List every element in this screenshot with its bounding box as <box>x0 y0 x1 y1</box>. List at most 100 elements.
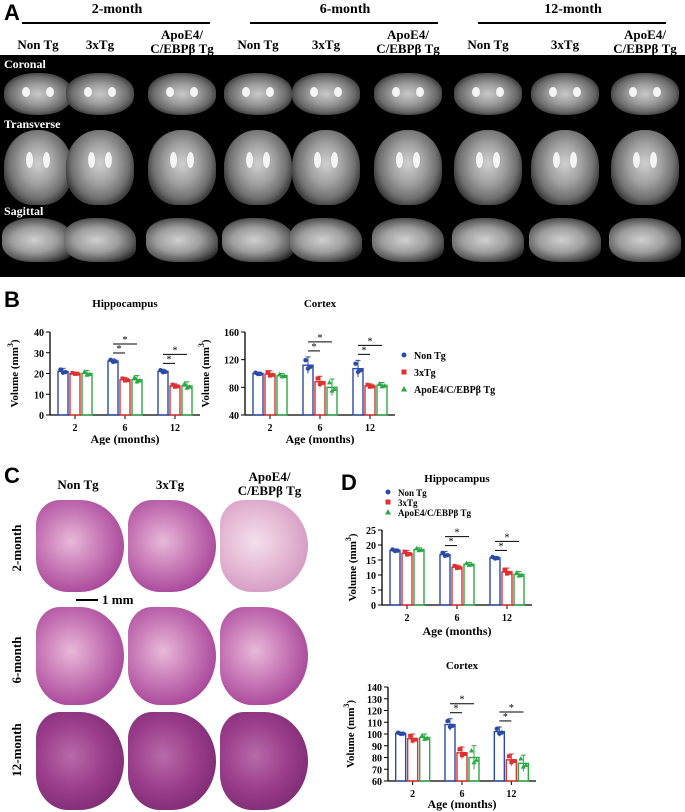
data-point <box>514 570 519 575</box>
histology-row-label: 12-month <box>9 723 24 777</box>
legend-label: 3xTg <box>398 498 418 508</box>
histology-section-image <box>220 500 308 592</box>
data-point <box>499 730 505 735</box>
y-tick-label: 130 <box>367 695 382 706</box>
panel-a-label: A <box>4 0 20 25</box>
age-header-2m: 2-month <box>91 2 143 17</box>
legend-marker <box>385 489 391 495</box>
data-point <box>400 731 406 736</box>
histology-section-image <box>128 500 216 592</box>
bar <box>501 571 513 606</box>
legend-label: ApoE4/C/EBPβ Tg <box>414 385 495 396</box>
data-point <box>413 737 418 742</box>
data-point <box>173 384 177 389</box>
data-point <box>368 384 372 389</box>
histology-row-label: 2-month <box>9 524 24 572</box>
data-point <box>518 755 524 761</box>
data-point <box>265 370 270 375</box>
ventricle-mark <box>46 87 54 97</box>
legend-marker <box>401 369 407 375</box>
bar <box>463 563 475 606</box>
mri-sagittal-image <box>64 218 136 262</box>
histology-section-image <box>36 607 124 705</box>
data-point <box>395 548 400 553</box>
mri-transverse-image <box>224 130 292 205</box>
data-point <box>365 382 370 387</box>
bar <box>376 384 388 416</box>
data-point <box>113 359 118 364</box>
significance-star: * <box>117 344 122 355</box>
y-tick-label: 70 <box>372 765 382 776</box>
ventricle-mark <box>334 87 342 97</box>
x-tick-label: 2 <box>268 423 273 434</box>
significance-star: * <box>509 703 514 714</box>
mri-transverse-image <box>4 130 72 205</box>
x-tick-label: 6 <box>460 789 465 800</box>
bar <box>69 372 81 416</box>
data-point <box>471 759 477 765</box>
mri-transverse-image <box>454 130 522 205</box>
data-point <box>405 552 409 557</box>
ventricle-mark <box>84 87 92 97</box>
mri-coronal-image <box>611 73 679 115</box>
data-point <box>277 371 282 377</box>
data-point <box>315 376 320 381</box>
ventricle-mark <box>190 87 198 97</box>
data-point <box>452 563 457 568</box>
data-point <box>457 747 462 752</box>
y-tick-label: 0 <box>39 411 44 422</box>
y-tick-label: 80 <box>372 754 382 765</box>
ventricle-mark <box>88 152 95 168</box>
bar <box>107 360 119 416</box>
data-point <box>419 732 425 738</box>
ventricle-mark <box>396 152 403 168</box>
data-point <box>424 735 430 741</box>
scale-bar-label: 1 mm <box>102 592 134 607</box>
data-point <box>303 358 308 363</box>
data-point <box>268 373 272 378</box>
data-point <box>445 553 450 558</box>
significance-star: * <box>318 333 323 344</box>
histology-section-image <box>220 712 308 810</box>
data-point <box>170 382 175 387</box>
row-label-sagittal: Sagittal <box>4 204 44 218</box>
data-point <box>402 549 407 554</box>
data-point <box>450 723 455 728</box>
data-point <box>494 726 500 732</box>
mri-sagittal-image <box>2 218 74 262</box>
age-header-6m: 6-month <box>319 2 371 17</box>
data-point <box>70 370 75 375</box>
legend-label: Non Tg <box>414 351 446 362</box>
data-point <box>382 383 387 388</box>
ventricle-mark <box>263 152 270 168</box>
mri-transverse-image <box>148 130 216 205</box>
data-point <box>318 382 322 387</box>
data-point <box>474 757 479 762</box>
mri-sagittal-image <box>372 218 444 262</box>
ventricle-mark <box>108 87 116 97</box>
significance-star: * <box>505 532 510 543</box>
data-point <box>407 552 412 556</box>
legend-label: Non Tg <box>398 488 427 498</box>
data-point <box>410 738 415 743</box>
mri-transverse-image <box>531 130 599 205</box>
data-point <box>440 550 445 555</box>
bar <box>406 737 419 782</box>
mri-sagittal-image <box>222 218 294 262</box>
data-point <box>282 373 287 378</box>
x-tick-label: 2 <box>410 789 415 800</box>
scale-bar <box>76 599 98 601</box>
significance-star: * <box>503 712 508 723</box>
ventricle-mark <box>166 87 174 97</box>
age-underline-2m <box>22 22 210 24</box>
mri-column-label: ApoE4/C/EBPβ Tg <box>376 27 440 56</box>
mri-sagittal-image <box>609 218 681 262</box>
bar <box>276 374 288 416</box>
legend-marker <box>401 386 407 392</box>
data-point <box>469 747 474 753</box>
y-tick-label: 10 <box>366 571 376 582</box>
significance-star: * <box>460 695 465 706</box>
y-tick-label: 40 <box>229 411 239 422</box>
y-tick-label: 5 <box>371 586 376 597</box>
